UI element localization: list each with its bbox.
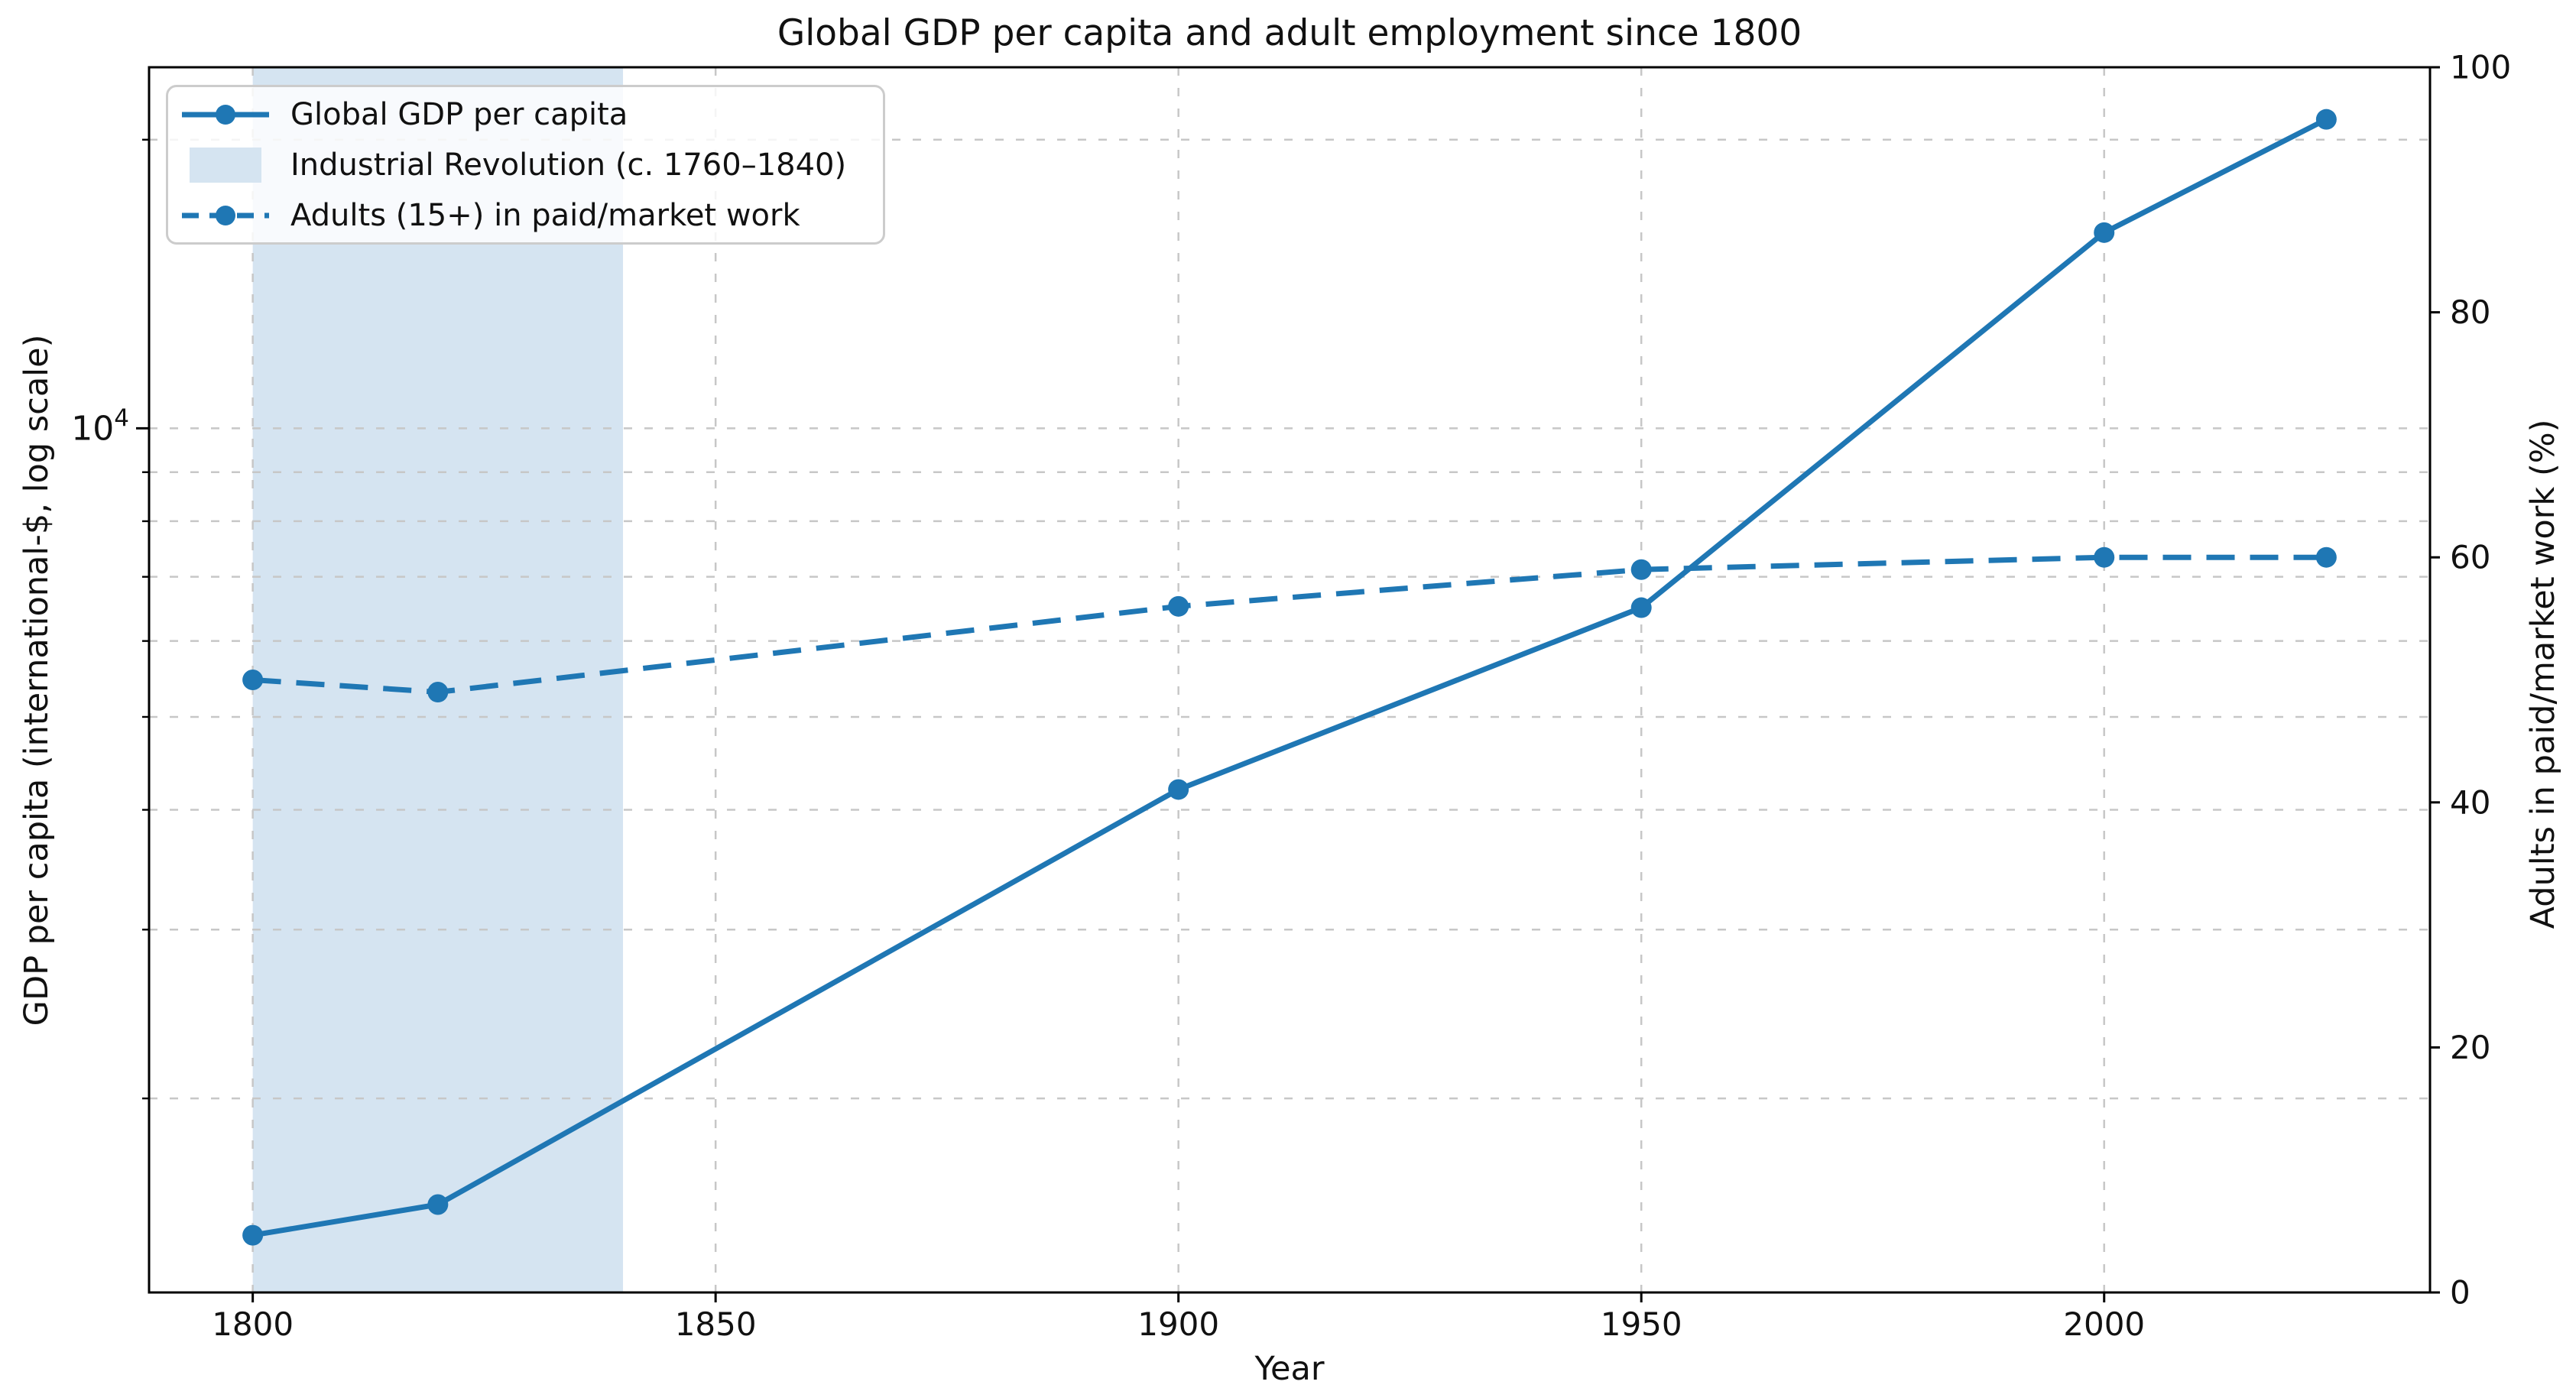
legend-item-band: Industrial Revolution (c. 1760–1840) <box>168 140 883 190</box>
legend-item-label: Industrial Revolution (c. 1760–1840) <box>290 147 847 183</box>
legend-item-employment: Adults (15+) in paid/market work <box>168 190 883 241</box>
data-point-marker <box>1168 595 1189 617</box>
x-tick-label: 2000 <box>2063 1305 2145 1343</box>
data-point-marker <box>2094 222 2115 243</box>
y-axis-label-right: Adults in paid/market work (%) <box>2524 419 2562 929</box>
y-right-tick-label: 60 <box>2450 539 2490 576</box>
legend-item-label: Global GDP per capita <box>290 96 628 132</box>
dashed-line-marker-icon <box>179 196 272 235</box>
band-swatch-icon <box>179 146 272 184</box>
chart-title: Global GDP per capita and adult employme… <box>777 12 1802 54</box>
data-point-marker <box>242 670 264 690</box>
solid-line-marker-icon <box>179 96 272 134</box>
y-right-tick-label: 80 <box>2450 293 2490 331</box>
data-point-marker <box>427 1194 449 1215</box>
legend-item-label: Adults (15+) in paid/market work <box>290 197 800 233</box>
plot-border <box>148 66 2432 1294</box>
y-right-tick-label: 0 <box>2450 1274 2471 1312</box>
data-point-marker <box>1168 779 1189 800</box>
x-tick-label: 1950 <box>1601 1305 1682 1343</box>
y-right-tick-label: 20 <box>2450 1029 2490 1066</box>
data-point-marker <box>2094 546 2115 568</box>
x-tick-label: 1900 <box>1137 1305 1219 1343</box>
legend: Global GDP per capita Industrial Revolut… <box>166 85 885 245</box>
data-point-marker <box>1630 559 1652 580</box>
y-right-tick-label: 40 <box>2450 783 2490 821</box>
x-tick-label: 1800 <box>212 1305 294 1343</box>
data-point-marker <box>2315 546 2337 568</box>
legend-item-gdp: Global GDP per capita <box>168 89 883 140</box>
series-line-right <box>252 554 2327 696</box>
y-right-tick-label: 100 <box>2450 49 2511 86</box>
x-axis-label: Year <box>1254 1350 1325 1388</box>
data-point-marker <box>427 682 449 703</box>
y-axis-label-left: GDP per capita (international-$, log sca… <box>18 334 56 1026</box>
industrial-revolution-band <box>252 67 624 1292</box>
y-left-tick-label: 104 <box>71 404 129 448</box>
data-point-marker <box>242 1224 264 1246</box>
series-line-left <box>252 117 2328 1238</box>
x-tick-label: 1850 <box>675 1305 757 1343</box>
data-point-marker <box>2315 109 2337 130</box>
data-point-marker <box>1630 597 1652 618</box>
